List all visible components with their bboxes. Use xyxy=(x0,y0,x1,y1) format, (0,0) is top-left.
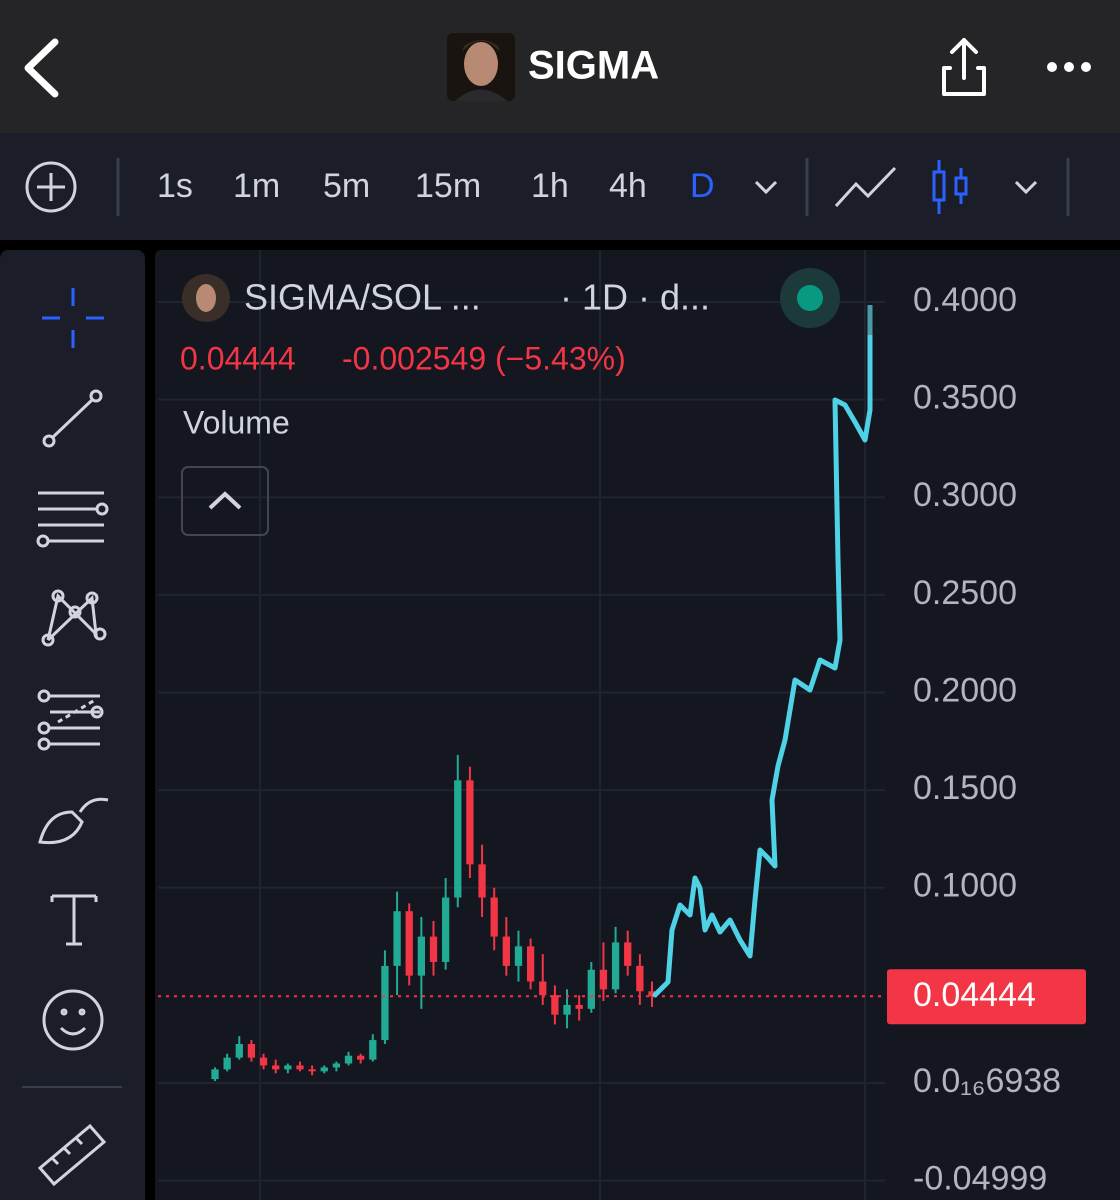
candle-body xyxy=(466,780,474,865)
candle-body xyxy=(235,1043,243,1058)
timeframe-button[interactable]: D xyxy=(690,167,715,205)
price-change: -0.002549 (−5.43%) xyxy=(342,340,626,376)
trend-line-tool[interactable] xyxy=(42,389,103,448)
y-tick-label: 0.2000 xyxy=(913,671,1017,709)
candle-body xyxy=(611,942,620,990)
candle-body xyxy=(369,1040,377,1060)
symbol-interval: · 1D · d... xyxy=(560,277,710,318)
chart-type-dropdown[interactable] xyxy=(1014,180,1038,195)
drawing-tools-panel xyxy=(0,250,145,1200)
text-tool[interactable] xyxy=(50,894,98,946)
candle-body xyxy=(332,1063,341,1068)
brush-tool[interactable] xyxy=(38,797,109,845)
candle-body xyxy=(636,965,644,992)
last-price: 0.04444 xyxy=(180,340,296,376)
token-avatar xyxy=(447,33,515,101)
candle-body xyxy=(344,1055,353,1064)
more-button[interactable] xyxy=(1047,62,1091,72)
candle-body xyxy=(381,965,389,1041)
candle-body xyxy=(417,936,426,976)
candle-body xyxy=(454,780,462,898)
y-tick-label: 0.3000 xyxy=(913,476,1017,514)
market-status-dot xyxy=(797,285,823,311)
candle-body xyxy=(624,942,632,966)
ruler-tool[interactable] xyxy=(37,1123,107,1187)
candle-body xyxy=(551,995,559,1015)
candle-body xyxy=(247,1043,256,1058)
candle-body xyxy=(259,1057,268,1066)
candle-body xyxy=(539,981,547,996)
indicator-name: Volume xyxy=(183,404,290,440)
add-indicator-button[interactable] xyxy=(25,161,77,213)
y-tick-label: 0.0₁₆6938 xyxy=(913,1062,1061,1100)
page-title: SIGMA xyxy=(528,44,659,88)
share-button[interactable] xyxy=(942,38,986,96)
y-tick-label: -0.04999 xyxy=(913,1160,1047,1198)
candle-body xyxy=(405,911,413,976)
horizontal-lines-tool[interactable] xyxy=(36,491,109,548)
candle-body xyxy=(599,969,608,990)
candle-body xyxy=(526,946,535,982)
collapse-button[interactable] xyxy=(181,466,269,536)
y-tick-label: 0.4000 xyxy=(913,281,1017,319)
candle-body xyxy=(478,864,486,898)
candle-body xyxy=(211,1069,219,1080)
crosshair-tool[interactable] xyxy=(42,288,104,348)
candle-body xyxy=(393,911,401,966)
y-tick-label: 0.2500 xyxy=(913,574,1017,612)
projection-drawing xyxy=(652,332,873,998)
candle-body xyxy=(502,936,510,966)
emoji-tool[interactable] xyxy=(42,989,104,1051)
candle-body xyxy=(648,991,656,997)
symbol-name: SIGMA/SOL ... xyxy=(244,277,481,318)
symbol-avatar-face xyxy=(196,284,216,312)
candle-body xyxy=(514,946,523,966)
candle-body xyxy=(308,1069,316,1072)
y-tick-label: 0.1000 xyxy=(913,867,1017,905)
forecast-tool[interactable] xyxy=(37,689,104,751)
candle-body xyxy=(587,969,595,1009)
legend: SIGMA/SOL ... · 1D · d... 0.04444 -0.002… xyxy=(180,268,840,536)
timeframe-button[interactable]: 1h xyxy=(531,167,569,205)
candle-body xyxy=(429,936,438,962)
top-bar xyxy=(0,0,1120,133)
candle-body xyxy=(223,1057,231,1070)
vertical-grid xyxy=(259,250,866,1200)
collapse-icon xyxy=(208,491,242,510)
candle-body xyxy=(490,897,498,937)
timeframe-button[interactable]: 1m xyxy=(233,167,280,205)
back-button[interactable] xyxy=(24,38,59,98)
candle-body xyxy=(575,1004,583,1009)
last-price-tag xyxy=(887,969,1086,1025)
y-tick-label: 0.1500 xyxy=(913,769,1017,807)
last-price-label: 0.04444 xyxy=(913,976,1036,1014)
candle-body xyxy=(441,897,450,962)
candle-body xyxy=(296,1065,304,1070)
candle-body xyxy=(563,1004,571,1015)
timeframe-button[interactable]: 1s xyxy=(157,167,193,205)
candle-body xyxy=(357,1055,365,1060)
line-chart-button[interactable] xyxy=(834,166,897,208)
y-tick-label: 0.3500 xyxy=(913,379,1017,417)
timeframe-dropdown[interactable] xyxy=(754,180,778,195)
timeframe-button[interactable]: 4h xyxy=(609,167,647,205)
candle-body xyxy=(320,1067,328,1072)
timeframe-button[interactable]: 5m xyxy=(323,167,370,205)
candle-body xyxy=(284,1065,292,1070)
candle-body xyxy=(272,1065,280,1070)
timeframe-button[interactable]: 15m xyxy=(415,167,481,205)
candle-chart-button[interactable] xyxy=(932,160,968,214)
pattern-tool[interactable] xyxy=(41,589,107,647)
